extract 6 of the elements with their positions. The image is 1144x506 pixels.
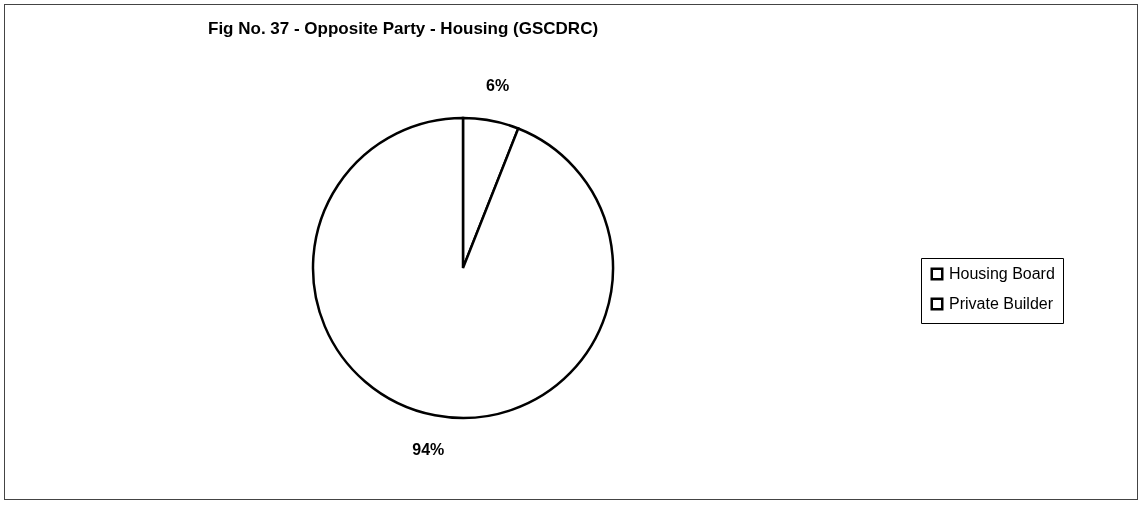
chart-title: Fig No. 37 - Opposite Party - Housing (GSCDRC) xyxy=(208,19,599,39)
legend-label: Private Builder xyxy=(949,295,1054,312)
legend-label: Housing Board xyxy=(949,265,1055,282)
data-label: 94% xyxy=(412,440,445,458)
pie-slice xyxy=(311,116,615,419)
data-label: 6% xyxy=(486,77,510,95)
